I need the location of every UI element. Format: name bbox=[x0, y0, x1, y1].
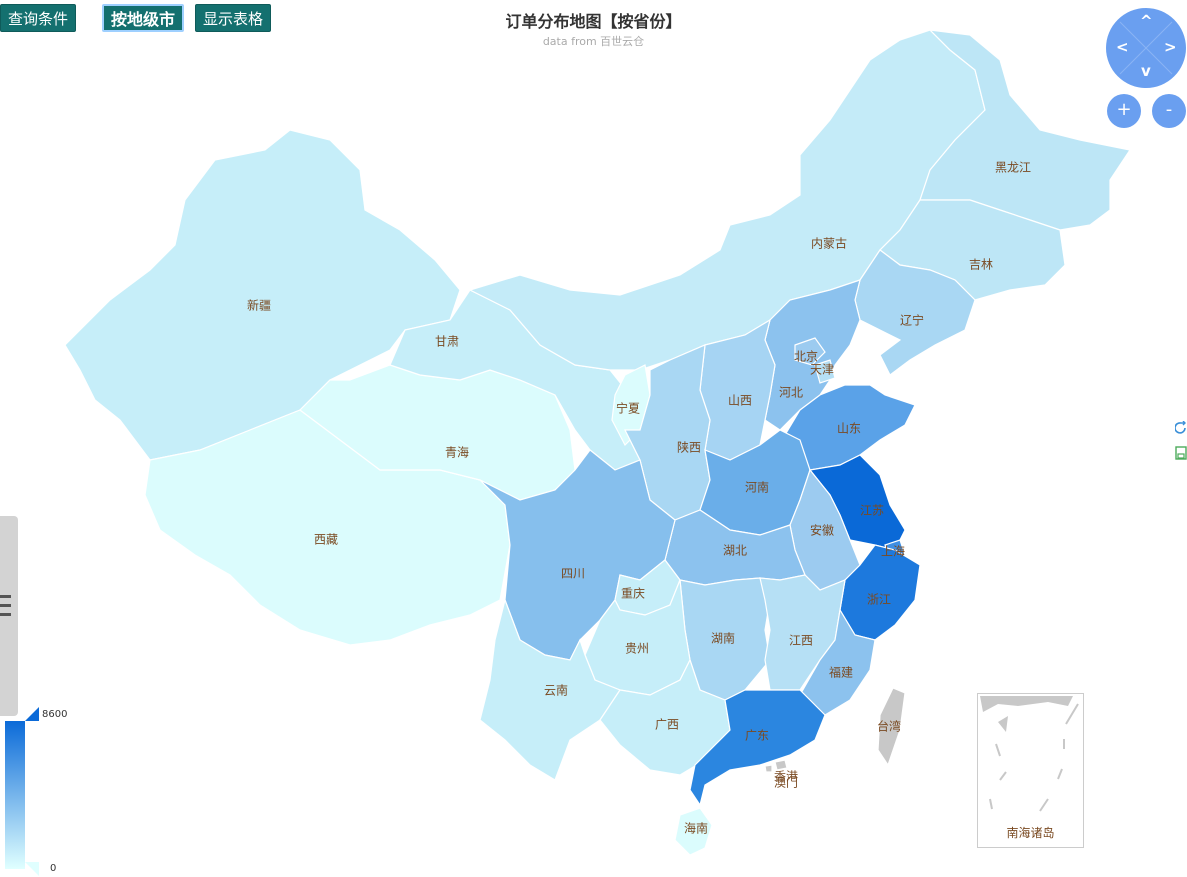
label-浙江: 浙江 bbox=[866, 592, 892, 607]
province-海南[interactable] bbox=[674, 807, 713, 856]
side-panel-handle[interactable] bbox=[0, 516, 18, 716]
label-湖北: 湖北 bbox=[722, 543, 748, 558]
label-山东: 山东 bbox=[836, 421, 862, 436]
south-china-sea-inset: 南海诸岛 bbox=[977, 693, 1084, 848]
label-江苏: 江苏 bbox=[859, 503, 885, 518]
province-广东[interactable] bbox=[689, 689, 826, 807]
label-河南: 河南 bbox=[744, 480, 770, 495]
map-subtitle: data from 百世云仓 bbox=[542, 35, 645, 48]
label-新疆: 新疆 bbox=[246, 298, 272, 313]
restore-icon[interactable] bbox=[1175, 421, 1187, 435]
south-china-sea-islands-shape bbox=[980, 696, 1079, 812]
by-city-button[interactable]: 按地级市 bbox=[102, 4, 185, 32]
label-澳门: 澳门 bbox=[773, 775, 799, 790]
pan-down-button[interactable]: v bbox=[1141, 62, 1151, 80]
label-上海: 上海 bbox=[880, 544, 906, 559]
province-香港[interactable] bbox=[774, 759, 788, 771]
south-china-sea-label: 南海诸岛 bbox=[1006, 826, 1055, 840]
label-天津: 天津 bbox=[809, 362, 835, 377]
label-安徽: 安徽 bbox=[809, 523, 835, 538]
label-四川: 四川 bbox=[560, 566, 586, 581]
menu-icon-line bbox=[0, 613, 11, 616]
label-香港: 香港 bbox=[773, 769, 799, 784]
label-西藏: 西藏 bbox=[313, 532, 339, 547]
pan-left-button[interactable]: < bbox=[1116, 38, 1129, 56]
legend-min-handle[interactable] bbox=[25, 862, 39, 876]
pan-control[interactable]: ^ v < > bbox=[1106, 8, 1186, 88]
show-table-button[interactable]: 显示表格 bbox=[195, 4, 272, 32]
legend-color-bar bbox=[5, 721, 25, 869]
province-澳门[interactable] bbox=[764, 764, 773, 773]
province-福建[interactable] bbox=[799, 608, 876, 716]
label-福建: 福建 bbox=[828, 665, 854, 680]
label-广东: 广东 bbox=[744, 728, 770, 743]
query-conditions-button[interactable]: 查询条件 bbox=[0, 4, 77, 32]
label-辽宁: 辽宁 bbox=[899, 313, 925, 328]
province-新疆[interactable] bbox=[64, 129, 461, 461]
label-吉林: 吉林 bbox=[968, 257, 994, 272]
province-辽宁[interactable] bbox=[854, 249, 976, 376]
label-湖南: 湖南 bbox=[710, 631, 736, 646]
label-内蒙古: 内蒙古 bbox=[810, 236, 848, 251]
label-贵州: 贵州 bbox=[624, 641, 650, 656]
label-江西: 江西 bbox=[788, 633, 814, 648]
save-image-icon[interactable] bbox=[1175, 446, 1187, 460]
label-山西: 山西 bbox=[727, 393, 753, 408]
label-甘肃: 甘肃 bbox=[434, 334, 460, 349]
label-海南: 海南 bbox=[683, 821, 709, 836]
legend-min-label: 0 bbox=[50, 863, 57, 874]
zoom-in-button[interactable]: + bbox=[1107, 94, 1141, 128]
label-广西: 广西 bbox=[654, 717, 680, 732]
legend-max-label: 8600 bbox=[42, 709, 68, 720]
label-云南: 云南 bbox=[543, 683, 569, 698]
label-台湾: 台湾 bbox=[876, 719, 902, 734]
pan-control-dividers bbox=[1119, 21, 1173, 75]
province-北京[interactable] bbox=[794, 337, 826, 366]
label-北京: 北京 bbox=[793, 349, 819, 364]
menu-icon-line bbox=[0, 604, 11, 607]
label-重庆: 重庆 bbox=[620, 586, 646, 601]
label-宁夏: 宁夏 bbox=[615, 401, 641, 416]
zoom-out-button[interactable]: - bbox=[1152, 94, 1186, 128]
label-青海: 青海 bbox=[444, 445, 470, 460]
province-天津[interactable] bbox=[814, 359, 836, 384]
pan-right-button[interactable]: > bbox=[1164, 38, 1177, 56]
legend-max-handle[interactable] bbox=[25, 707, 39, 721]
map-title: 订单分布地图【按省份】 bbox=[505, 12, 682, 31]
province-台湾[interactable] bbox=[877, 687, 906, 767]
pan-up-button[interactable]: ^ bbox=[1140, 12, 1153, 30]
label-黑龙江: 黑龙江 bbox=[994, 160, 1032, 175]
label-河北: 河北 bbox=[778, 385, 804, 400]
label-陕西: 陕西 bbox=[676, 440, 702, 455]
menu-icon bbox=[0, 595, 11, 598]
